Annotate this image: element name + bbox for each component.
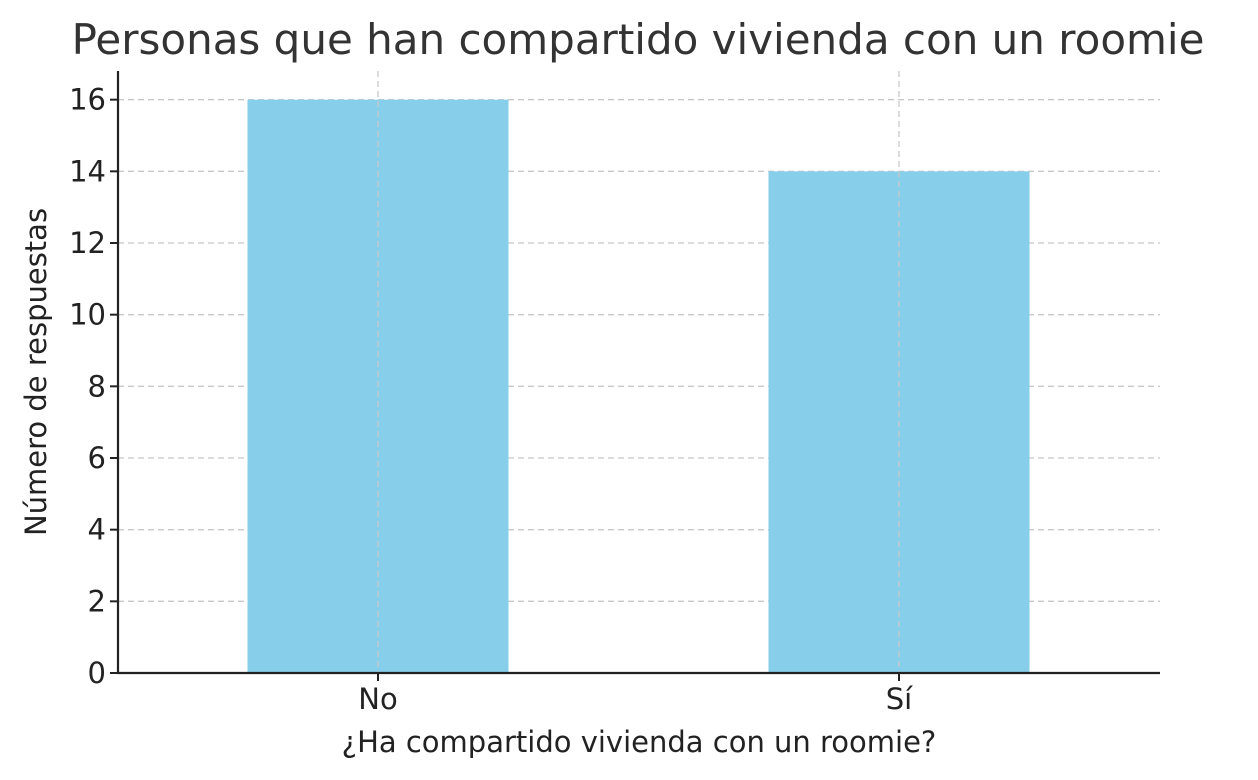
y-tick-label: 8: [88, 369, 106, 403]
tick-labels: 0 2 4 6 8 10 12 14 16 No Sí: [69, 83, 913, 716]
y-tick-label: 12: [69, 226, 106, 260]
y-tick-label: 16: [69, 83, 106, 117]
y-tick-label: 4: [88, 513, 106, 547]
chart-title: Personas que han compartido vivienda con…: [72, 15, 1205, 64]
y-tick-label: 2: [88, 584, 106, 618]
bars: [247, 71, 1030, 674]
y-tick-label: 10: [69, 298, 106, 332]
x-tick-label: Sí: [886, 682, 913, 716]
y-tick-label: 0: [88, 656, 106, 690]
x-axis-label: ¿Ha compartido vivienda con un roomie?: [342, 725, 937, 759]
y-tick-label: 14: [69, 154, 106, 188]
y-axis-label: Número de respuestas: [19, 208, 53, 536]
x-tick-label: No: [358, 682, 397, 716]
y-tick-label: 6: [88, 441, 106, 475]
